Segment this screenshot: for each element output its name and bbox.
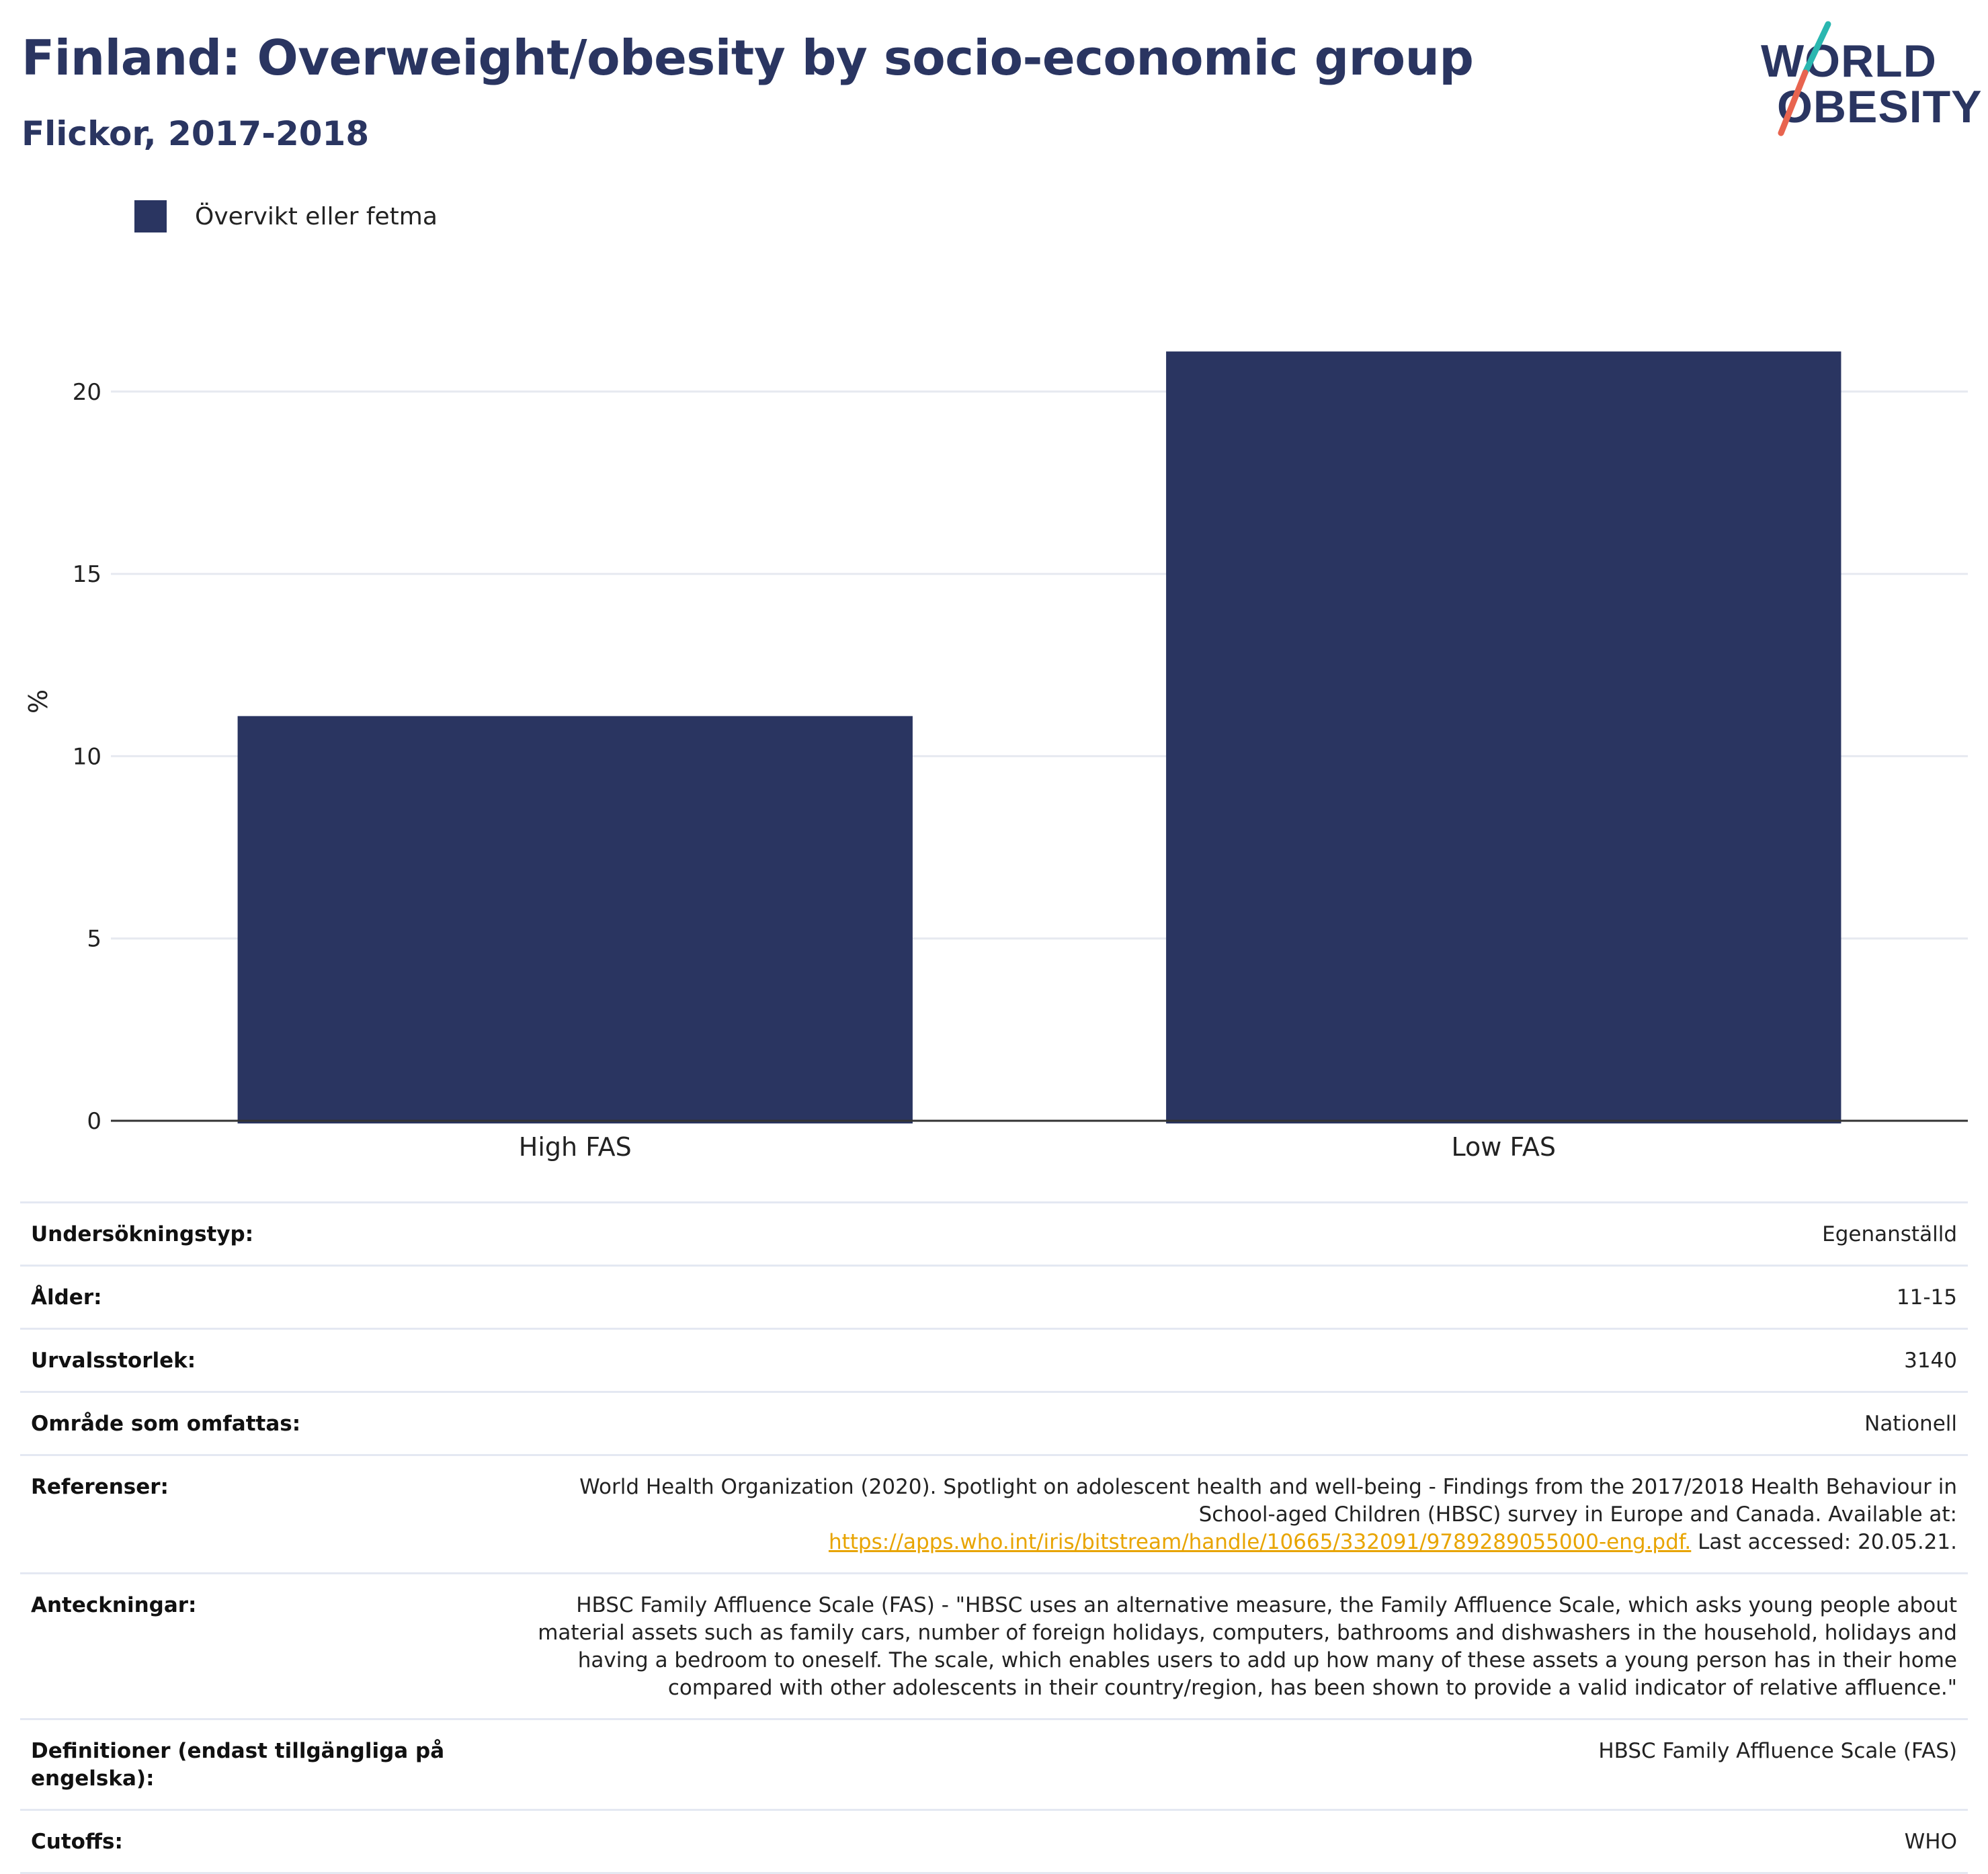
- reference-accessed: Last accessed: 20.05.21.: [1691, 1530, 1957, 1554]
- references-line: School-aged Children (HBSC) survey in Eu…: [1198, 1502, 1957, 1527]
- y-tick-label: 5: [87, 926, 101, 953]
- meta-row-cutoffs: Cutoffs: WHO: [20, 1809, 1968, 1874]
- meta-value: 11-15: [1896, 1285, 1957, 1310]
- meta-label: Definitioner (endast tillgängliga på eng…: [31, 1738, 461, 1793]
- meta-label: Ålder:: [31, 1285, 102, 1310]
- x-tick-label: High FAS: [519, 1132, 632, 1162]
- meta-row-age: Ålder: 11-15: [20, 1265, 1968, 1328]
- legend-label: Övervikt eller fetma: [195, 202, 438, 230]
- x-tick-label: Low FAS: [1452, 1132, 1556, 1162]
- bar: [1166, 351, 1841, 1123]
- references-line: https://apps.who.int/iris/bitstream/hand…: [579, 1529, 1957, 1556]
- notes-line: material assets such as family cars, num…: [538, 1621, 1957, 1645]
- meta-value: 3140: [1904, 1349, 1957, 1373]
- world-obesity-logo: WORLD OBESITY: [1747, 19, 1982, 140]
- meta-value: HBSC Family Affluence Scale (FAS) - "HBS…: [538, 1592, 1957, 1702]
- definitions-label-line: Definitioner (endast tillgängliga på: [31, 1739, 445, 1763]
- meta-label: Undersökningstyp:: [31, 1222, 254, 1246]
- logo-slash-icon: [1778, 21, 1831, 136]
- meta-row-references: Referenser: World Health Organization (2…: [20, 1454, 1968, 1572]
- y-tick-label: 20: [73, 379, 101, 406]
- meta-value: HBSC Family Affluence Scale (FAS): [1598, 1739, 1957, 1763]
- y-tick-label: 0: [87, 1108, 101, 1135]
- meta-row-notes: Anteckningar: HBSC Family Affluence Scal…: [20, 1572, 1968, 1718]
- meta-label: Urvalsstorlek:: [31, 1349, 196, 1373]
- y-axis-label: %: [24, 689, 53, 714]
- reference-link[interactable]: https://apps.who.int/iris/bitstream/hand…: [828, 1530, 1692, 1554]
- logo-text-line1: WORLD: [1761, 36, 1937, 87]
- notes-line: HBSC Family Affluence Scale (FAS) - "HBS…: [576, 1593, 1957, 1617]
- meta-row-area: Område som omfattas: Nationell: [20, 1391, 1968, 1454]
- y-tick-label: 10: [73, 743, 101, 770]
- meta-row-survey-type: Undersökningstyp: Egenanställd: [20, 1201, 1968, 1265]
- meta-label: Cutoffs:: [31, 1830, 123, 1854]
- chart-title: Finland: Overweight/obesity by socio-eco…: [22, 30, 1474, 86]
- logo-text-line2: OBESITY: [1777, 81, 1983, 132]
- meta-value: Egenanställd: [1822, 1222, 1957, 1246]
- notes-line: compared with other adolescents in their…: [667, 1676, 1957, 1700]
- meta-value: World Health Organization (2020). Spotli…: [579, 1474, 1957, 1556]
- chart-subtitle: Flickor, 2017-2018: [22, 114, 370, 153]
- bar-chart: 0 5 10 15 20% High FAS Low FAS: [24, 351, 1968, 1162]
- legend: Övervikt eller fetma: [134, 200, 438, 232]
- meta-row-definitions: Definitioner (endast tillgängliga på eng…: [20, 1718, 1968, 1809]
- bar: [237, 716, 913, 1123]
- notes-line: having a bedroom to oneself. The scale, …: [577, 1648, 1957, 1672]
- legend-swatch: [134, 200, 167, 232]
- meta-label: Referenser:: [31, 1475, 169, 1499]
- y-tick-label: 15: [73, 561, 101, 588]
- meta-row-sample-size: Urvalsstorlek: 3140: [20, 1328, 1968, 1391]
- references-line: World Health Organization (2020). Spotli…: [579, 1475, 1957, 1499]
- meta-value: WHO: [1904, 1830, 1957, 1854]
- meta-value: Nationell: [1864, 1412, 1957, 1436]
- metadata-table: Undersökningstyp: Egenanställd Ålder: 11…: [20, 1201, 1968, 1874]
- meta-label: Anteckningar:: [31, 1593, 197, 1617]
- meta-label: Område som omfattas:: [31, 1412, 301, 1436]
- definitions-label-line: engelska):: [31, 1766, 155, 1791]
